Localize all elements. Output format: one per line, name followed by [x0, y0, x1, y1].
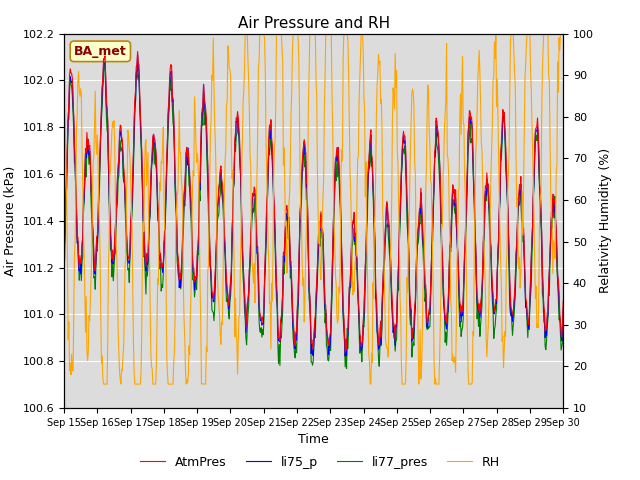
Text: BA_met: BA_met	[74, 45, 127, 58]
li77_pres	[376, 363, 383, 369]
Line: li75_p: li75_p	[64, 54, 563, 356]
li75_p	[390, 325, 397, 331]
Line: AtmPres: AtmPres	[64, 51, 563, 352]
Y-axis label: Relativity Humidity (%): Relativity Humidity (%)	[600, 148, 612, 293]
li75_p	[341, 353, 349, 359]
AtmPres	[376, 342, 383, 348]
AtmPres	[134, 48, 141, 54]
X-axis label: Time: Time	[298, 433, 329, 446]
RH	[100, 381, 108, 387]
AtmPres	[559, 298, 567, 304]
RH	[172, 223, 180, 229]
li75_p	[69, 101, 77, 107]
RH	[69, 368, 77, 374]
AtmPres	[120, 173, 128, 179]
li77_pres	[172, 203, 180, 209]
RH	[198, 381, 206, 387]
li75_p	[559, 305, 567, 311]
AtmPres	[341, 349, 349, 355]
li77_pres	[69, 111, 77, 117]
RH	[121, 261, 129, 266]
li75_p	[376, 345, 383, 351]
RH	[390, 94, 397, 100]
RH	[241, 31, 249, 36]
li75_p	[120, 180, 128, 185]
li75_p	[172, 193, 180, 199]
Y-axis label: Air Pressure (kPa): Air Pressure (kPa)	[4, 166, 17, 276]
Line: RH: RH	[64, 34, 563, 384]
AtmPres	[172, 191, 180, 197]
AtmPres	[198, 106, 206, 111]
Title: Air Pressure and RH: Air Pressure and RH	[237, 16, 390, 31]
li77_pres	[390, 334, 397, 340]
li75_p	[60, 246, 68, 252]
Legend: AtmPres, li75_p, li77_pres, RH: AtmPres, li75_p, li77_pres, RH	[135, 451, 505, 474]
li77_pres	[559, 319, 567, 324]
AtmPres	[69, 95, 77, 100]
li77_pres	[343, 366, 351, 372]
li75_p	[198, 111, 206, 117]
li77_pres	[121, 203, 129, 208]
li77_pres	[198, 110, 206, 116]
RH	[559, 31, 567, 36]
AtmPres	[390, 321, 397, 326]
RH	[60, 58, 68, 63]
li75_p	[134, 51, 141, 57]
Line: li77_pres: li77_pres	[64, 61, 563, 369]
li77_pres	[100, 59, 108, 64]
li77_pres	[60, 267, 68, 273]
RH	[376, 61, 383, 67]
AtmPres	[60, 237, 68, 243]
